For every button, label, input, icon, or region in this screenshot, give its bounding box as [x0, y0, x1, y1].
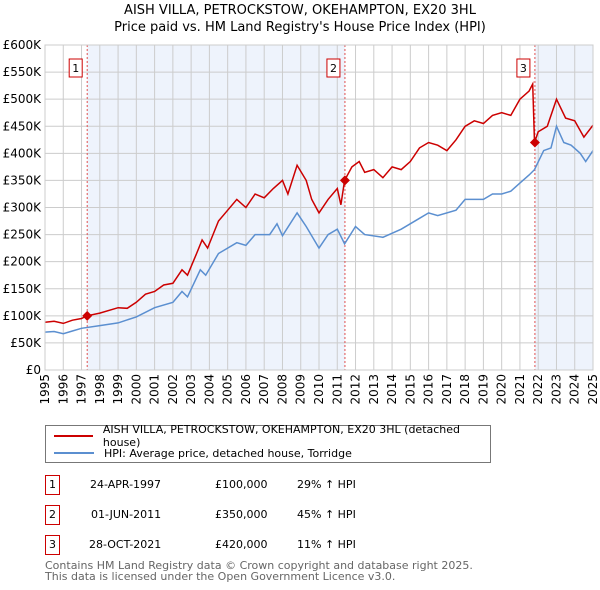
transaction-price: £350,000	[215, 508, 268, 521]
sale-label-box	[68, 58, 83, 78]
x-tick-label: 2003	[184, 374, 198, 405]
x-tick-label: 2006	[239, 374, 253, 405]
legend-swatch-red	[54, 435, 93, 437]
y-tick-label: £200K	[3, 255, 43, 269]
x-tick-label: 2007	[257, 374, 271, 405]
sale-label: 1	[72, 62, 79, 75]
legend-label-hpi: HPI: Average price, detached house, Torr…	[104, 446, 352, 460]
legend: AISH VILLA, PETROCKSTOW, OKEHAMPTON, EX2…	[45, 423, 491, 463]
transaction-row: 2 01-JUN-2011 £350,000 45% ↑ HPI	[45, 505, 545, 525]
x-tick-label: 2022	[531, 374, 545, 405]
x-tick-label: 2012	[349, 374, 363, 405]
x-tick-label: 2025	[586, 374, 600, 405]
sale-label: 3	[520, 62, 527, 75]
x-tick-label: 2010	[312, 374, 326, 405]
legend-item-hpi: HPI: Average price, detached house, Torr…	[54, 445, 352, 461]
transaction-price: £100,000	[215, 478, 268, 491]
x-tick-label: 2021	[513, 374, 527, 405]
x-tick-label: 2024	[568, 374, 582, 405]
x-tick-label: 2004	[202, 374, 216, 405]
sale-point	[339, 175, 350, 186]
sale-label-box	[326, 58, 341, 78]
x-tick-label: 2001	[148, 374, 162, 405]
x-tick-label: 2015	[403, 374, 417, 405]
y-tick-label: £600K	[3, 38, 43, 52]
x-tick-label: 2017	[440, 374, 454, 405]
series-line	[44, 124, 594, 335]
transaction-date: 28-OCT-2021	[89, 538, 162, 551]
transaction-row: 1 24-APR-1997 £100,000 29% ↑ HPI	[45, 475, 545, 495]
price-chart: 1995 1996 1997 1998 1999 2000 2001 2002 2003 2004…	[3, 38, 600, 405]
x-tick-label: 2008	[275, 374, 289, 405]
chart-title: AISH VILLA, PETROCKSTOW, OKEHAMPTON, EX2…	[124, 3, 476, 18]
legend-label-property: AISH VILLA, PETROCKSTOW, OKEHAMPTON, EX2…	[102, 423, 461, 449]
series-line	[44, 81, 594, 325]
y-tick-label: £250K	[3, 228, 43, 242]
transaction-hpi: 45% ↑ HPI	[297, 508, 356, 521]
footer-licence: This data is licensed under the Open Gov…	[45, 570, 396, 583]
x-tick-label: 2009	[294, 374, 308, 405]
x-tick-label: 2013	[367, 374, 381, 405]
x-tick-label: 1995	[38, 374, 52, 405]
x-tick-label: 2002	[166, 374, 180, 405]
sale-point	[529, 137, 540, 148]
transaction-date: 01-JUN-2011	[91, 508, 162, 521]
chart-subtitle: Price paid vs. HM Land Registry's House …	[114, 20, 486, 35]
transaction-number: 2	[45, 505, 60, 525]
x-tick-label: 1998	[93, 374, 107, 405]
x-tick-label: 2018	[458, 374, 472, 405]
x-tick-label: 2014	[385, 374, 399, 405]
y-tick-label: £400K	[3, 146, 43, 160]
x-tick-label: 2020	[495, 374, 509, 405]
y-tick-label: £150K	[3, 282, 43, 296]
x-tick-label: 2016	[422, 374, 436, 405]
transaction-hpi: 29% ↑ HPI	[297, 478, 356, 491]
sale-label: 2	[330, 62, 337, 75]
y-tick-label: £50K	[10, 336, 42, 350]
y-tick-label: £0	[26, 363, 41, 377]
transaction-price: £420,000	[215, 538, 268, 551]
x-tick-label: 2019	[476, 374, 490, 405]
legend-item-property: AISH VILLA, PETROCKSTOW, OKEHAMPTON, EX2…	[54, 423, 490, 449]
x-tick-label: 1999	[111, 374, 125, 405]
transaction-date: 24-APR-1997	[90, 478, 162, 491]
x-tick-label: 2000	[129, 374, 143, 405]
transaction-hpi: 11% ↑ HPI	[297, 538, 356, 551]
transaction-number: 3	[45, 535, 60, 555]
plot-border	[44, 44, 594, 371]
x-tick-label: 2023	[549, 374, 563, 405]
transaction-number: 1	[45, 475, 60, 495]
y-tick-label: £500K	[3, 92, 43, 106]
footer: Contains HM Land Registry data © Crown c…	[45, 560, 473, 582]
legend-swatch-blue	[54, 452, 94, 454]
y-tick-label: £450K	[3, 119, 43, 133]
y-tick-label: £550K	[3, 65, 43, 79]
y-tick-label: £100K	[3, 309, 43, 323]
x-tick-label: 1997	[75, 374, 89, 405]
footer-copyright: Contains HM Land Registry data © Crown c…	[45, 559, 473, 572]
transaction-row: 3 28-OCT-2021 £420,000 11% ↑ HPI	[45, 535, 545, 555]
x-tick-label: 1996	[56, 374, 70, 405]
x-tick-label: 2005	[221, 374, 235, 405]
y-tick-label: £350K	[3, 173, 43, 187]
sale-label-box	[516, 58, 531, 78]
y-tick-label: £300K	[3, 201, 43, 215]
x-tick-label: 2011	[330, 374, 344, 405]
sale-point	[82, 310, 93, 321]
